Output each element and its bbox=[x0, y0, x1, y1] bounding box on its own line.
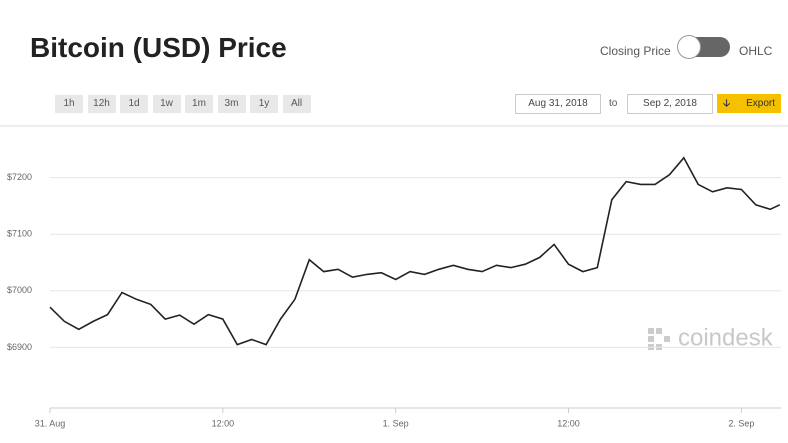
price-line bbox=[49, 156, 781, 346]
range-button[interactable]: All bbox=[282, 95, 311, 113]
range-button[interactable]: 1h bbox=[55, 95, 83, 113]
x-tick-label: 1. Sep bbox=[383, 418, 409, 428]
y-tick-label: $6900 bbox=[7, 342, 32, 352]
x-tick-label: 12:00 bbox=[557, 418, 580, 428]
range-button[interactable]: 1d bbox=[120, 95, 148, 113]
toggle-knob bbox=[677, 35, 701, 59]
y-tick-label: $7100 bbox=[7, 229, 32, 239]
range-button[interactable]: 3m bbox=[217, 95, 246, 113]
range-button[interactable]: 1y bbox=[250, 95, 278, 113]
date-from[interactable]: Aug 31, 2018 bbox=[515, 94, 601, 114]
title: Bitcoin (USD) Price bbox=[30, 32, 287, 63]
date-to[interactable]: Sep 2, 2018 bbox=[627, 94, 713, 114]
export-icon: 🡣 bbox=[723, 98, 731, 109]
export-button[interactable]: 🡣 Export bbox=[717, 94, 781, 113]
date-separator: to bbox=[609, 98, 618, 109]
range-button[interactable]: 12h bbox=[87, 95, 116, 113]
toggle-switch[interactable] bbox=[677, 35, 730, 59]
range-button[interactable]: 1m bbox=[185, 95, 213, 113]
toggle-label[interactable]: OHLC bbox=[739, 44, 773, 58]
x-tick-label: 12:00 bbox=[212, 418, 235, 428]
x-tick-label: 2. Sep bbox=[728, 418, 754, 428]
watermark-icon bbox=[648, 328, 670, 350]
toggle-label[interactable]: Closing Price bbox=[600, 44, 671, 58]
y-tick-label: $7200 bbox=[7, 172, 32, 182]
export-label: Export bbox=[746, 98, 775, 109]
range-button[interactable]: 1w bbox=[152, 95, 181, 113]
y-tick-label: $7000 bbox=[7, 285, 32, 295]
watermark: coindesk bbox=[678, 324, 774, 351]
x-tick-label: 31. Aug bbox=[35, 418, 66, 428]
